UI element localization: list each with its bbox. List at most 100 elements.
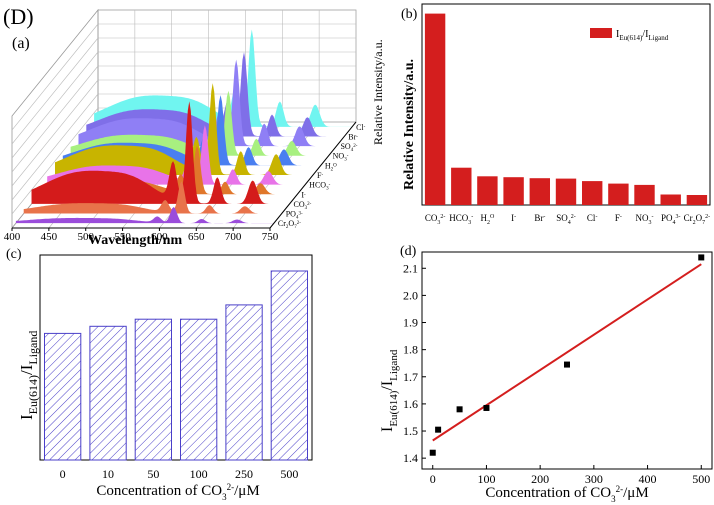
panel-b-category-label-sub: 3	[437, 220, 440, 226]
panel-a-series-label-sub: 4	[351, 148, 354, 153]
panel-b-legend: IEu(614)/ILigand	[590, 28, 669, 42]
panel-b-category-label: Br-	[534, 213, 545, 223]
panel-d-x-label-text: Concentration of CO32-/μM	[485, 484, 648, 504]
panel-a-series-label: NO3-	[333, 152, 349, 163]
panel-a-grid-side	[11, 93, 99, 201]
panel-d-point	[435, 426, 442, 433]
panel-b-bar	[660, 194, 681, 205]
panel-b-y-label: Relative Intensity/a.u.	[402, 59, 417, 190]
panel-a-spectrum	[70, 90, 329, 156]
panel-b-category-label-base: HCO	[449, 213, 469, 223]
panel-d-fit-line-path	[432, 263, 702, 442]
panel-c-y-label: IEu(614)/ILigand	[17, 331, 40, 420]
panel-b-category-label-sup: -	[620, 214, 622, 220]
panel-b-category-label-sub: 4	[568, 220, 571, 226]
panel-d-x-tick-label: 200	[531, 472, 549, 486]
panel-b-category-label-sup: -	[543, 214, 545, 220]
panel-c-category-label: 0	[60, 467, 66, 481]
panel-c-bar	[180, 318, 218, 461]
panel-a-series-label-sub: 3	[344, 158, 347, 163]
panel-b-category-label-sub1: 2	[693, 220, 696, 226]
panel-b-category-label-sup: -	[652, 214, 654, 220]
panel-a-3d-spectra: (a) 400 450 500 550 600 650 700 750 Wavelength/…	[4, 8, 385, 248]
panel-a-spectrum	[47, 125, 306, 185]
panel-d-ticks: 0 100 200 300 400 500 1.4 1.5 1.6 1.7 1.8 1.9 2.0 2.1	[403, 261, 710, 486]
panel-b-bar	[608, 183, 629, 205]
panel-a-series-label-sup: -	[304, 192, 306, 197]
panel-b-category-label-sub: 3	[468, 220, 471, 226]
panel-b-category-label: H2O	[481, 213, 496, 226]
panel-c-y-label-text: IEu(614)/ILigand	[17, 331, 40, 420]
panel-a-series-label-base: Br	[348, 132, 356, 141]
panel-b-category-label-sup: 3-	[675, 214, 680, 220]
panel-a-grid-side	[11, 65, 99, 173]
panel-a-series-label: CO32-	[294, 200, 312, 211]
panel-a-series-label-base: HCO	[309, 181, 326, 190]
panel-d-point	[564, 361, 570, 368]
panel-a-series-label-sub: 3	[305, 206, 308, 211]
panel-c-category-labels: 0 10 50 100 250 500	[60, 467, 299, 481]
panel-a-label: (a)	[12, 35, 30, 52]
panel-a-z-label: Relative Intensity/a.u.	[371, 39, 385, 145]
panel-c-bar	[89, 325, 127, 461]
panel-c-y-label-text-i2: /I	[17, 364, 36, 375]
panel-d-points	[429, 254, 705, 456]
panel-b-legend-text-i1: I	[616, 29, 619, 40]
panel-b-category-label: F-	[615, 213, 622, 223]
panel-c-y-label-text-i1: I	[17, 414, 36, 420]
panel-a-spectrum	[86, 52, 345, 137]
panel-b-category-label-base: F	[615, 213, 620, 223]
panel-d-point	[698, 254, 705, 261]
panel-b-bar	[477, 176, 498, 205]
panel-c-bar	[44, 332, 82, 461]
panel-b-legend-text-i2: /I	[642, 29, 648, 40]
panel-a-series-label-base: H	[325, 161, 331, 170]
panel-c-x-label-text-sub: 3	[222, 492, 227, 502]
panel-d-x-label-text-sub: 3	[611, 494, 616, 504]
panel-b-bar-chart: (b) Relative Intensity/a.u. CO32- HCO3- H2…	[401, 3, 711, 226]
panel-b-category-label: CO32-	[425, 213, 446, 226]
panel-d-y-label-text-sub2: Ligand	[388, 349, 400, 381]
panel-b-category-label-base: SO	[556, 213, 568, 223]
panel-a-series-label-sup: 2-	[307, 202, 312, 207]
panel-a-series-label: SO42-	[340, 142, 357, 153]
panel-b-category-label: Cl-	[587, 213, 598, 223]
panel-b-category-label-sup: O	[490, 214, 495, 220]
panel-d-point	[456, 406, 463, 413]
panel-c-x-label-text-base: Concentration of CO	[96, 483, 222, 499]
panel-a-x-tick-label: 650	[188, 231, 205, 243]
panel-b-category-label-base: I	[511, 213, 514, 223]
panel-a-series-label-sub2: 7	[294, 225, 297, 230]
panel-a-spectra	[15, 29, 353, 224]
panel-a-x-tick-label: 750	[262, 231, 279, 243]
panel-b-bar	[582, 181, 603, 205]
panel-a-series-label-sup: -	[347, 154, 349, 159]
panel-a-series-label: Cr2O72-	[278, 219, 301, 230]
panel-d-y-label: IEu(614)/ILigand	[379, 349, 400, 432]
panel-b-category-label-sup: 2-	[705, 214, 710, 220]
panel-b-category-label-base: Cl	[587, 213, 596, 223]
panel-d-scatter: (d) 0 100 200 300 400 500 1.4 1.5 1.6 1.7 1.8 1.9 2.…	[379, 244, 713, 504]
panel-d-frame	[421, 251, 713, 470]
panel-b-category-label-sup: -	[514, 214, 516, 220]
panel-c-y-label-text-sub1: Eu(614)	[26, 375, 40, 414]
panel-a-spectrum	[94, 29, 353, 127]
panel-c-bar	[270, 270, 309, 461]
panel-d-y-tick-label: 2.1	[403, 261, 418, 275]
panel-b-bars	[424, 13, 708, 205]
panel-a-series-label-sup: 2-	[353, 144, 358, 149]
panel-a-series-label-base: PO	[286, 210, 296, 219]
panel-a-spectrum	[55, 83, 313, 175]
panel-a-series-label-base: NO	[333, 152, 345, 161]
panel-a-x-tick-label: 600	[151, 231, 168, 243]
panel-b-category-labels: CO32- HCO3- H2O I- Br- SO42- Cl- F- NO3- PO43- Cr2…	[425, 213, 710, 226]
panel-b-bar	[555, 178, 577, 205]
panel-d-y-tick-label: 1.7	[403, 370, 418, 384]
panel-a-x-tick-label: 500	[77, 231, 94, 243]
panel-c-x-label: Concentration of CO32-/μM	[96, 482, 259, 502]
panel-d-y-label-text: IEu(614)/ILigand	[379, 349, 400, 432]
panel-b-category-label-base: PO	[661, 213, 673, 223]
panel-c-category-label: 10	[102, 467, 114, 481]
panel-b-category-label-sup: -	[471, 214, 473, 220]
